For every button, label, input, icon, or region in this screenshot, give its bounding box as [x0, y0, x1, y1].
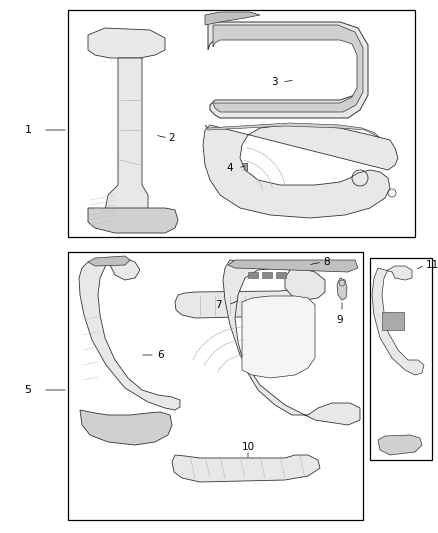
Text: 5: 5 [25, 385, 32, 395]
Text: 8: 8 [323, 257, 330, 267]
Bar [68, 10, 415, 237]
Bar [232, 163, 247, 175]
Polygon shape [242, 296, 315, 378]
Polygon shape [203, 125, 398, 218]
Polygon shape [228, 260, 358, 272]
Bar [370, 258, 432, 460]
Polygon shape [372, 266, 424, 375]
Polygon shape [105, 58, 148, 220]
Text: 9: 9 [337, 315, 343, 325]
Text: 1: 1 [25, 125, 32, 135]
Bar [262, 272, 272, 278]
Text: 10: 10 [241, 442, 254, 452]
Polygon shape [175, 290, 308, 318]
Bar [276, 272, 286, 278]
Text: 3: 3 [272, 77, 278, 87]
Bar [382, 312, 404, 330]
Polygon shape [205, 12, 260, 25]
Polygon shape [205, 123, 380, 138]
Polygon shape [88, 28, 165, 58]
Text: 6: 6 [157, 350, 164, 360]
Polygon shape [80, 410, 172, 445]
Text: 11: 11 [426, 260, 438, 270]
Polygon shape [172, 455, 320, 482]
Polygon shape [88, 256, 130, 266]
Polygon shape [223, 260, 360, 425]
Polygon shape [378, 435, 422, 455]
Text: 2: 2 [168, 133, 175, 143]
Polygon shape [213, 25, 363, 112]
Text: 7: 7 [215, 300, 222, 310]
Text: 4: 4 [226, 163, 233, 173]
Polygon shape [79, 258, 180, 410]
Bar [248, 272, 258, 278]
Bar [68, 252, 363, 520]
Polygon shape [337, 278, 347, 300]
Polygon shape [208, 15, 368, 118]
Polygon shape [88, 208, 178, 233]
